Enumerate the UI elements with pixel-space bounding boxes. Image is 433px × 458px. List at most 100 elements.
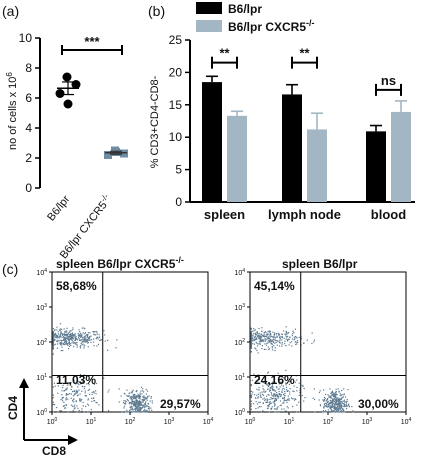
c1-event-dot [132,389,134,391]
c1-event-dot [52,411,54,413]
c2-event-dot [287,340,289,342]
c1-event-dot [136,389,138,392]
c2-event-dot [335,407,337,410]
c2-event-dot [296,386,298,389]
c2-x-tick-label: 100 [245,417,256,426]
c1-event-dot [124,403,126,405]
c1-event-dot [126,395,128,397]
c2-event-dot [335,393,337,395]
c2-event-dot [263,331,265,334]
c1-event-dot [94,331,96,333]
c2-event-dot [270,383,272,385]
c1-event-dot [52,342,54,344]
c1-event-dot [141,404,143,406]
c2-event-dot [283,400,285,402]
c2-event-dot [262,394,264,396]
c1-event-dot [68,343,71,345]
c1-event-dot [78,338,80,340]
c1-event-dot [131,390,134,393]
c2-event-dot [322,411,324,413]
c2-event-dot [252,340,254,342]
panel-b-bar [202,82,222,202]
c2-event-dot [252,338,254,340]
c1-event-dot [137,402,140,404]
c1-event-dot [80,400,82,402]
c1-event-dot [69,334,71,336]
c1-event-dot [75,391,77,393]
c1-event-dot [127,395,129,397]
c1-event-dot [83,345,85,347]
c1-event-dot [75,335,77,338]
c1-event-dot [52,386,54,388]
c2-event-dot [338,400,340,403]
c1-event-dot [145,410,148,412]
c1-event-dot [73,408,75,410]
c1-event-dot [88,411,91,413]
c1-event-dot [137,411,139,413]
c2-event-dot [285,386,288,388]
c1-event-dot [70,333,72,335]
c2-event-dot [268,348,270,351]
c2-event-dot [288,380,291,383]
c2-event-dot [318,399,320,401]
c2-event-dot [278,341,281,343]
c1-event-dot [148,407,151,409]
panel-b-chart: 0 5 10 15 20 25 % CD3+CD4-CD8- ** ** ns spleen l… [149,2,415,222]
c2-event-dot [336,407,338,409]
c1-event-dot [85,337,87,339]
c2-event-dot [258,338,261,340]
c2-event-dot [329,403,331,405]
panel-b-y-tick-label: 25 [169,33,183,47]
c1-event-dot [70,336,72,338]
c1-x-tick-label: 102 [125,417,136,426]
c1-event-dot [62,333,64,335]
c1-event-dot [108,389,110,391]
c2-event-dot [268,404,270,406]
c1-event-dot [52,397,54,399]
c1-event-dot [97,338,99,340]
c1-event-dot [68,348,70,350]
c2-event-dot [274,337,276,339]
c2-event-dot [266,401,269,403]
c2-event-dot [339,395,341,397]
c2-event-dot [335,410,337,413]
c2-event-dot [257,407,259,409]
c1-event-dot [65,341,67,343]
c2-event-dot [289,342,291,344]
c2-event-dot [273,339,275,341]
c1-event-dot [52,348,54,350]
panel-c2-lower-left-percent: 24,16% [254,373,295,387]
c2-event-dot [284,382,287,384]
c2-event-dot [250,334,252,336]
c2-event-dot [258,341,261,343]
c1-event-dot [150,407,152,409]
c2-event-dot [338,411,340,413]
c2-event-dot [334,409,336,411]
c1-event-dot [80,342,82,345]
c1-event-dot [85,405,87,408]
c2-event-dot [257,352,259,354]
c2-event-dot [335,401,338,403]
panel-b-y-axis-label: % CD3+CD4-CD8- [149,75,161,168]
c1-event-dot [65,341,68,343]
c2-event-dot [276,335,278,337]
c2-event-dot [276,340,278,342]
c2-event-dot [288,344,290,346]
c2-event-dot [263,339,265,341]
c2-event-dot [296,379,298,381]
c2-event-dot [281,341,283,344]
c1-event-dot [60,399,62,401]
c1-event-dot [137,409,139,411]
c2-event-dot [336,399,338,401]
c1-event-dot [86,339,88,341]
c2-event-dot [325,402,328,404]
c2-event-dot [284,333,286,335]
c2-event-dot [281,381,283,384]
c1-event-dot [143,411,145,413]
c1-event-dot [61,339,63,342]
c2-event-dot [257,397,259,399]
c1-event-dot [84,328,86,330]
c1-event-dot [67,342,70,344]
c2-event-dot [330,408,333,410]
c2-event-dot [273,396,275,398]
